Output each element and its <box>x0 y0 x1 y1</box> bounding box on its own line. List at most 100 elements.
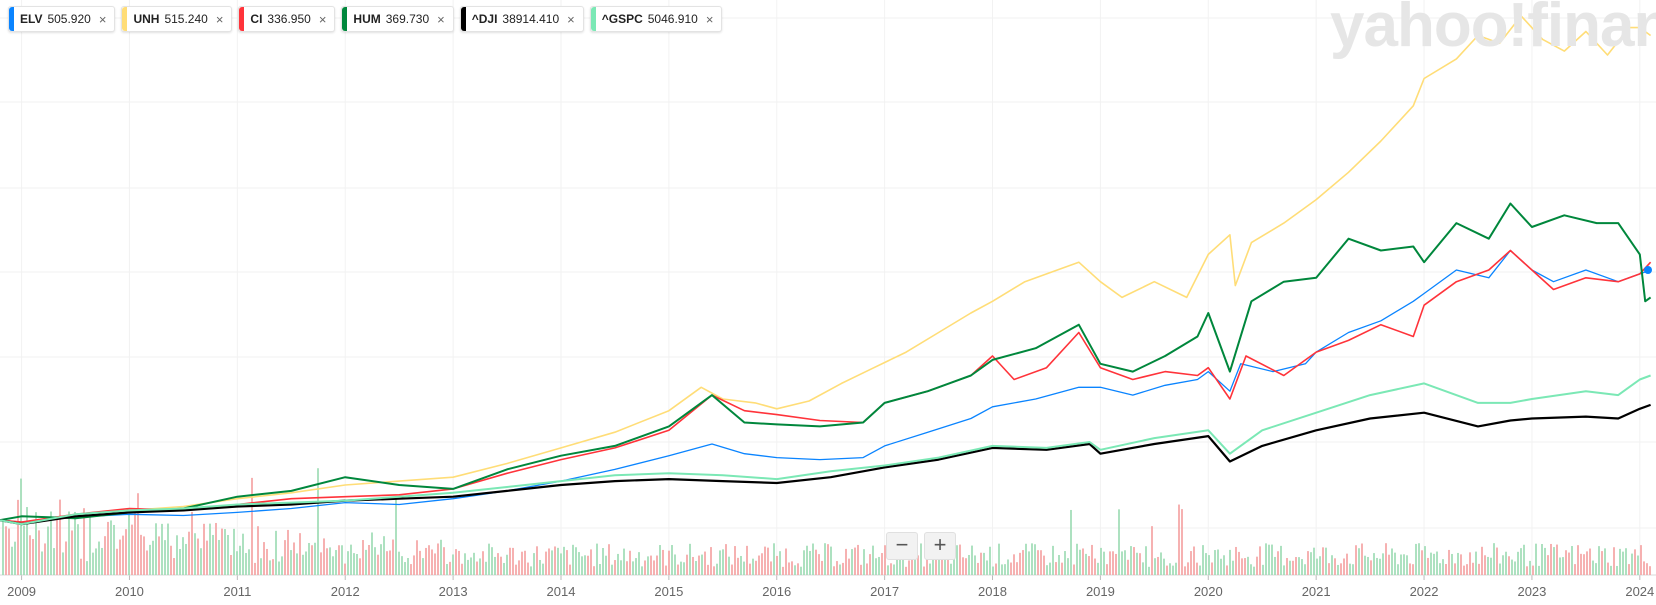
volume-bar <box>1451 553 1453 575</box>
volume-bar <box>392 539 394 575</box>
volume-bar <box>1631 553 1633 575</box>
volume-bar <box>1544 547 1546 575</box>
zoom-out-button[interactable]: − <box>886 532 918 560</box>
legend-bar: ELV 505.920 × UNH 515.240 × CI 336.950 ×… <box>8 6 723 32</box>
close-icon[interactable]: × <box>705 11 714 27</box>
volume-bar <box>1049 562 1051 575</box>
legend-chip-dji[interactable]: ^DJI 38914.410 × <box>459 6 584 32</box>
series-line-unh <box>0 15 1652 525</box>
volume-bar <box>797 563 799 575</box>
legend-chip-ci[interactable]: CI 336.950 × <box>238 6 336 32</box>
volume-bar <box>983 552 985 575</box>
volume-bar <box>1112 551 1114 575</box>
volume-bar <box>125 529 127 575</box>
volume-bar <box>134 511 136 575</box>
volume-bar <box>938 551 940 575</box>
volume-bar <box>1577 545 1579 575</box>
volume-bar <box>1106 564 1108 575</box>
volume-bar <box>617 553 619 575</box>
volume-bar <box>458 550 460 575</box>
volume-bar <box>203 523 205 575</box>
volume-bar <box>1436 551 1438 575</box>
volume-bar <box>89 513 91 575</box>
volume-bar <box>1076 543 1078 575</box>
volume-bar <box>497 553 499 575</box>
legend-chip-elv[interactable]: ELV 505.920 × <box>8 6 116 32</box>
volume-bar <box>602 548 604 575</box>
volume-bar <box>1259 546 1261 575</box>
volume-bar <box>155 523 157 575</box>
volume-bar <box>668 550 670 575</box>
volume-bar <box>422 558 424 575</box>
volume-bar <box>1217 549 1219 575</box>
volume-bar <box>452 554 454 575</box>
volume-bar <box>1238 551 1240 575</box>
volume-bar <box>1502 555 1504 575</box>
volume-bar <box>710 547 712 575</box>
legend-chip-hum[interactable]: HUM 369.730 × <box>341 6 454 32</box>
volume-bar <box>158 536 160 575</box>
volume-bar <box>356 554 358 575</box>
volume-bar <box>233 528 235 575</box>
volume-bar <box>176 535 178 575</box>
volume-bar <box>1490 557 1492 575</box>
volume-bar <box>599 564 601 575</box>
volume-bar <box>1595 563 1597 575</box>
close-icon[interactable]: × <box>98 11 107 27</box>
volume-bar <box>1403 554 1405 575</box>
volume-bar <box>545 551 547 575</box>
zoom-in-button[interactable]: + <box>924 532 956 560</box>
legend-swatch <box>122 7 128 31</box>
volume-bar <box>1310 552 1312 575</box>
volume-bar <box>290 550 292 575</box>
volume-bar <box>494 556 496 575</box>
volume-bar <box>368 545 370 575</box>
legend-value: 5046.910 <box>647 12 698 26</box>
volume-bar <box>194 533 196 575</box>
volume-bar <box>896 547 898 575</box>
volume-bar <box>1379 558 1381 575</box>
volume-bar <box>215 522 217 575</box>
volume-bar <box>788 562 790 575</box>
volume-bar <box>236 551 238 575</box>
volume-bar <box>1334 558 1336 575</box>
volume-bar <box>1523 544 1525 575</box>
volume-bar <box>428 545 430 575</box>
volume-bar <box>518 560 520 575</box>
close-icon[interactable]: × <box>567 11 575 27</box>
volume-bar <box>1136 552 1138 575</box>
legend-chip-unh[interactable]: UNH 515.240 × <box>121 6 233 32</box>
volume-bar <box>629 550 631 575</box>
volume-bar <box>293 542 295 575</box>
close-icon[interactable]: × <box>437 11 445 27</box>
volume-bar <box>884 545 886 575</box>
volume-bar <box>341 545 343 575</box>
volume-bar <box>1241 558 1243 575</box>
volume-bar <box>692 556 694 575</box>
volume-bar <box>626 561 628 575</box>
volume-bar <box>941 548 943 575</box>
volume-bar <box>1256 556 1258 575</box>
x-tick-label: 2017 <box>870 584 899 599</box>
volume-bar <box>569 564 571 575</box>
volume-bar <box>143 536 145 575</box>
volume-bar <box>239 545 241 575</box>
volume-bar <box>1370 560 1372 575</box>
volume-bar <box>818 554 820 575</box>
volume-bar <box>371 532 373 575</box>
close-icon[interactable]: × <box>318 11 327 27</box>
close-icon[interactable]: × <box>215 11 224 27</box>
legend-chip-gspc[interactable]: ^GSPC 5046.910 × <box>589 6 723 32</box>
volume-bar <box>503 562 505 575</box>
volume-bar <box>1175 562 1177 575</box>
volume-bar <box>104 536 106 575</box>
volume-bar <box>1277 551 1279 575</box>
volume-bar <box>131 524 133 575</box>
volume-bar <box>83 508 85 575</box>
volume-bar <box>305 551 307 575</box>
volume-bar <box>449 561 451 575</box>
legend-swatch <box>342 7 348 31</box>
volume-bar <box>683 562 685 575</box>
volume-bar <box>1475 551 1477 575</box>
